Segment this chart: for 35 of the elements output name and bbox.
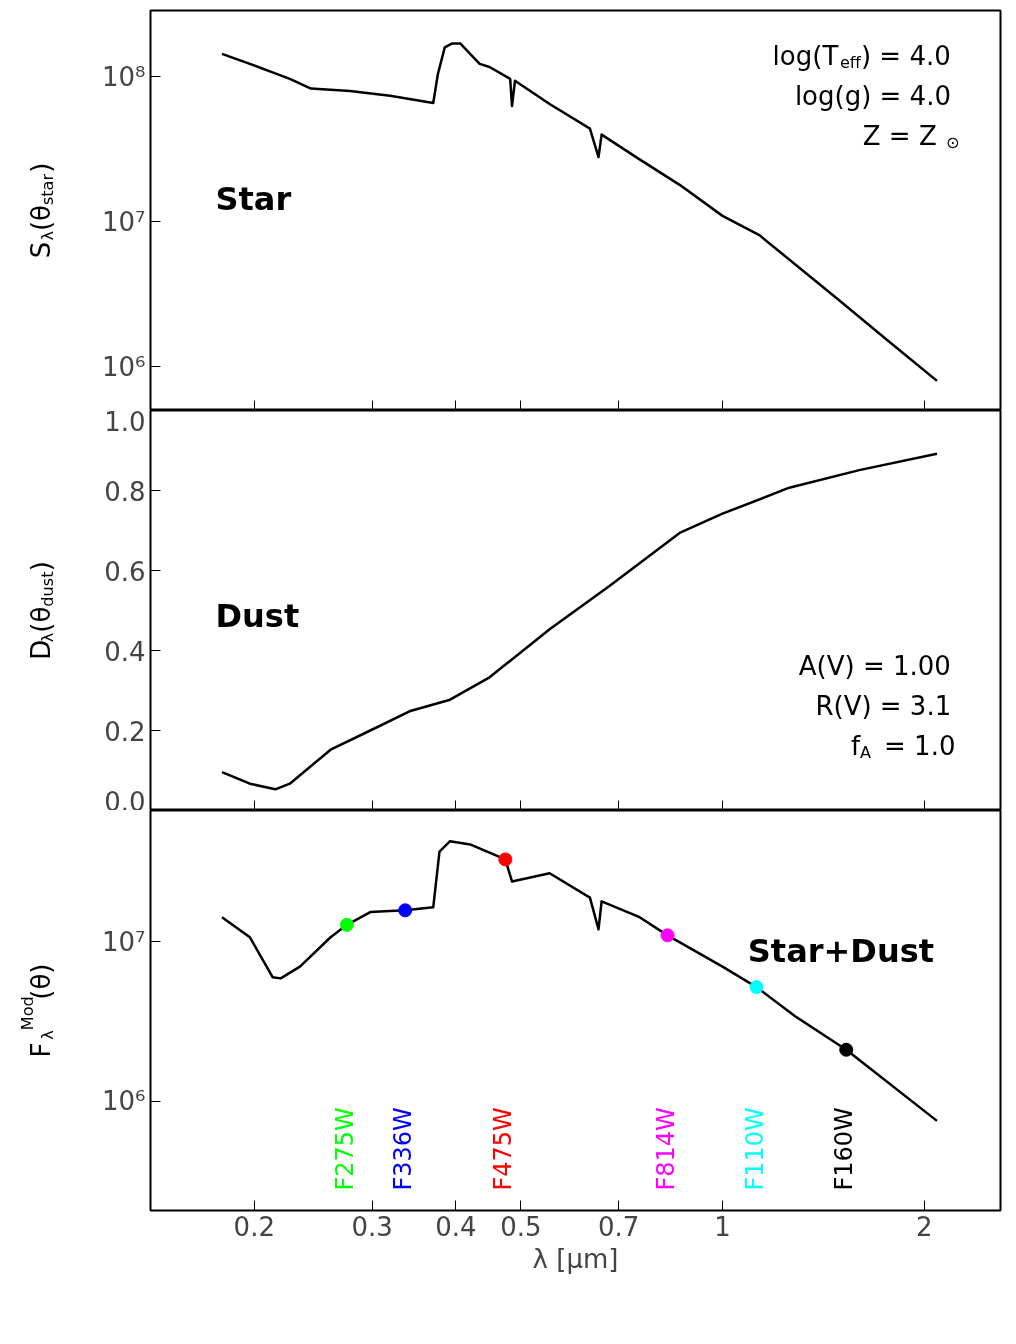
text: F275W xyxy=(330,1107,359,1191)
x-axis-title: λ [μm] xyxy=(532,1243,619,1274)
annotation: Z = Z⊙ xyxy=(862,120,960,152)
y-tick-label: 10⁶ xyxy=(101,1086,146,1117)
text: F814W xyxy=(651,1107,680,1191)
x-tick-label: 0.2 xyxy=(233,1211,275,1242)
x-tick-label: 1 xyxy=(714,1211,731,1242)
y-tick-label: 1.0 xyxy=(104,406,146,437)
x-tick-label: 0.7 xyxy=(598,1211,640,1242)
x-tick-label: 0.4 xyxy=(435,1211,477,1242)
y-tick-label: 10⁶ xyxy=(101,351,146,382)
x-tick-label: 0.3 xyxy=(351,1211,393,1242)
y-tick-label: 0.2 xyxy=(104,716,146,747)
x-tick-label: 0.5 xyxy=(500,1211,542,1242)
y-tick-label: 0.4 xyxy=(104,636,146,667)
y-tick-label: 0.0 xyxy=(104,786,146,817)
y-tick-label: 10⁸ xyxy=(101,61,146,92)
text: F110W xyxy=(740,1107,769,1191)
x-tick-label: 2 xyxy=(915,1211,933,1242)
y-tick-label: 10⁷ xyxy=(101,206,146,237)
text: F160W xyxy=(830,1107,859,1191)
annotation: A(V) = 1.00 xyxy=(798,650,951,681)
annotation: log(g) = 4.0 xyxy=(794,80,951,111)
text: F336W xyxy=(389,1107,418,1191)
y-axis-title: Dλ(θdust) xyxy=(25,561,57,660)
y-axis-title: Sλ(θstar) xyxy=(25,162,57,259)
annotation: R(V) = 3.1 xyxy=(815,690,952,721)
annotation: Dust xyxy=(215,596,300,635)
y-tick-label: 0.6 xyxy=(104,556,146,587)
y-axis-title: FλMod(θ) xyxy=(18,963,57,1058)
text: F475W xyxy=(489,1107,518,1191)
y-tick-label: 10⁷ xyxy=(101,926,146,957)
annotation: Star xyxy=(215,179,292,218)
y-tick-label: 0.8 xyxy=(104,476,146,507)
annotation: Star+Dust xyxy=(747,931,935,970)
